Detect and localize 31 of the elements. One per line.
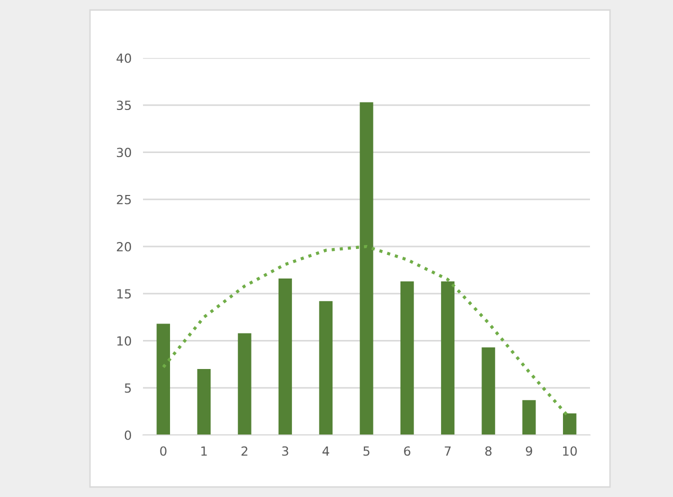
bar: [441, 281, 454, 435]
bar: [238, 333, 252, 435]
x-tick-label: 8: [485, 446, 492, 456]
bar: [156, 324, 170, 435]
y-tick-label: 40: [116, 53, 132, 63]
x-tick-label: 7: [444, 446, 451, 456]
x-tick-label: 9: [526, 446, 532, 456]
x-tick-label: 5: [363, 446, 370, 456]
y-tick-label: 0: [124, 430, 132, 440]
bar: [319, 301, 333, 435]
x-tick-label: 6: [404, 446, 410, 456]
y-tick-label: 20: [116, 242, 132, 252]
y-tick-label: 30: [116, 148, 132, 158]
x-tick-label: 2: [242, 446, 248, 456]
bar: [400, 281, 414, 435]
x-tick-label: 4: [322, 446, 330, 456]
y-tick-label: 5: [124, 384, 131, 393]
y-tick-label: 10: [117, 336, 132, 346]
y-tick-label: 15: [117, 289, 131, 299]
bar: [360, 102, 374, 435]
bar: [278, 278, 292, 435]
x-tick-label: 10: [563, 446, 577, 456]
x-tick-label: 0: [160, 446, 166, 456]
x-tick-label: 3: [282, 446, 288, 456]
bar: [197, 369, 211, 435]
y-tick-label: 35: [116, 100, 131, 110]
x-tick-label: 1: [201, 446, 207, 456]
bar: [522, 400, 536, 435]
y-tick-label: 25: [116, 194, 131, 204]
bar: [482, 347, 496, 435]
bar: [562, 413, 576, 435]
